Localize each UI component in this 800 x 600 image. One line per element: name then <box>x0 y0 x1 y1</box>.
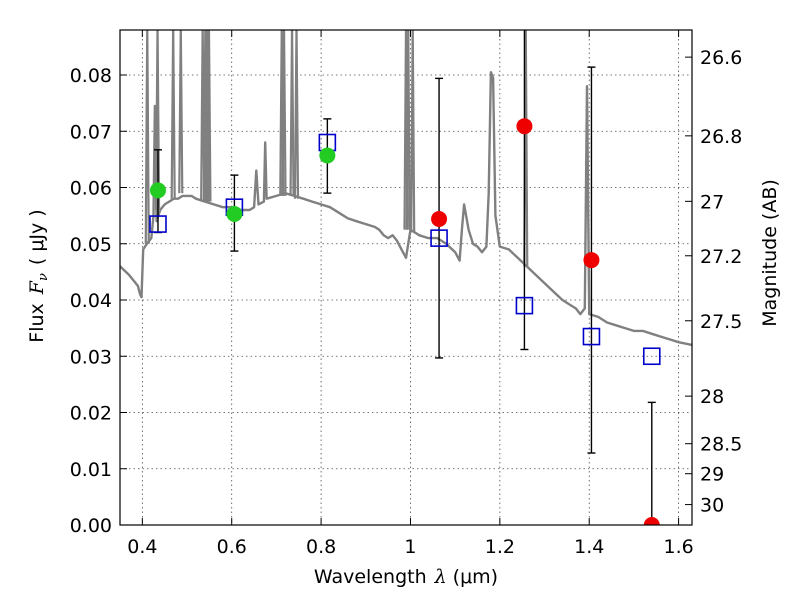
emission-line-spike <box>293 30 300 199</box>
y-tick-label: 0.06 <box>70 178 112 200</box>
hst-detection-point <box>319 147 336 164</box>
plot-area <box>120 30 692 525</box>
x-axis-title: Wavelength λ (μm) <box>314 566 498 588</box>
model-flux-square <box>430 229 448 247</box>
hst-detection-point <box>226 205 243 222</box>
x-tick-label: 0.8 <box>306 536 336 558</box>
x-tick-label: 1.4 <box>574 536 604 558</box>
y2-tick-label: 30 <box>700 495 724 517</box>
y2-tick-label: 26.8 <box>700 126 742 148</box>
x-tick-label: 0.6 <box>217 536 247 558</box>
emission-line-spike <box>410 30 416 233</box>
y2-axis-title: Magnitude (AB) <box>759 179 781 327</box>
y-tick-label: 0.07 <box>70 121 112 143</box>
axis-ticks: 0.4 0.6 0.8 1 1.2 1.4 1.6 0.00 0.01 0.02 0.03 0.04 0… <box>70 30 742 558</box>
y-tick-label: 0.05 <box>70 234 112 256</box>
grid-lines <box>120 30 692 526</box>
model-flux-square <box>582 327 601 346</box>
ir-measurement-point <box>431 211 448 227</box>
x-tick-label: 1 <box>404 536 416 558</box>
ir-measurement-point <box>643 517 660 525</box>
y2-tick-label: 27.5 <box>700 311 742 333</box>
emission-line-spike <box>281 30 287 196</box>
ir-measurement-point <box>583 252 600 269</box>
emission-line-spike <box>206 30 212 202</box>
hst-detection-point <box>149 182 166 199</box>
y-tick-label: 0.00 <box>70 515 112 537</box>
y-tick-label: 0.08 <box>70 65 112 87</box>
y2-tick-label: 29 <box>700 464 724 486</box>
y2-tick-label: 26.6 <box>700 47 742 69</box>
x-tick-label: 1.2 <box>485 536 515 558</box>
model-flux-square <box>515 296 534 315</box>
emission-line-spike <box>289 30 295 196</box>
y-tick-label: 0.03 <box>70 346 112 368</box>
model-flux-square <box>642 347 661 366</box>
model-flux-square <box>149 215 167 233</box>
y2-tick-label: 28.5 <box>700 434 742 456</box>
y-tick-label: 0.04 <box>70 290 112 312</box>
y-tick-label: 0.01 <box>70 459 112 481</box>
emission-line-spike <box>154 30 161 211</box>
x-tick-label: 0.4 <box>127 536 157 558</box>
ir-measurement-point <box>516 118 533 135</box>
y2-tick-label: 27 <box>700 191 724 213</box>
emission-line-spike <box>170 30 176 199</box>
y-axis-title: FluxFν( μJy ) <box>26 209 51 342</box>
x-tick-label: 1.6 <box>663 536 693 558</box>
emission-line-spike <box>144 30 150 244</box>
emission-line-spike <box>405 30 411 230</box>
axes-frame <box>119 29 693 526</box>
y-tick-label: 0.02 <box>70 403 112 425</box>
emission-line-spike <box>178 30 184 194</box>
y2-tick-label: 28 <box>700 386 724 408</box>
sed-model-line <box>120 71 692 347</box>
y2-tick-label: 27.2 <box>700 246 742 268</box>
